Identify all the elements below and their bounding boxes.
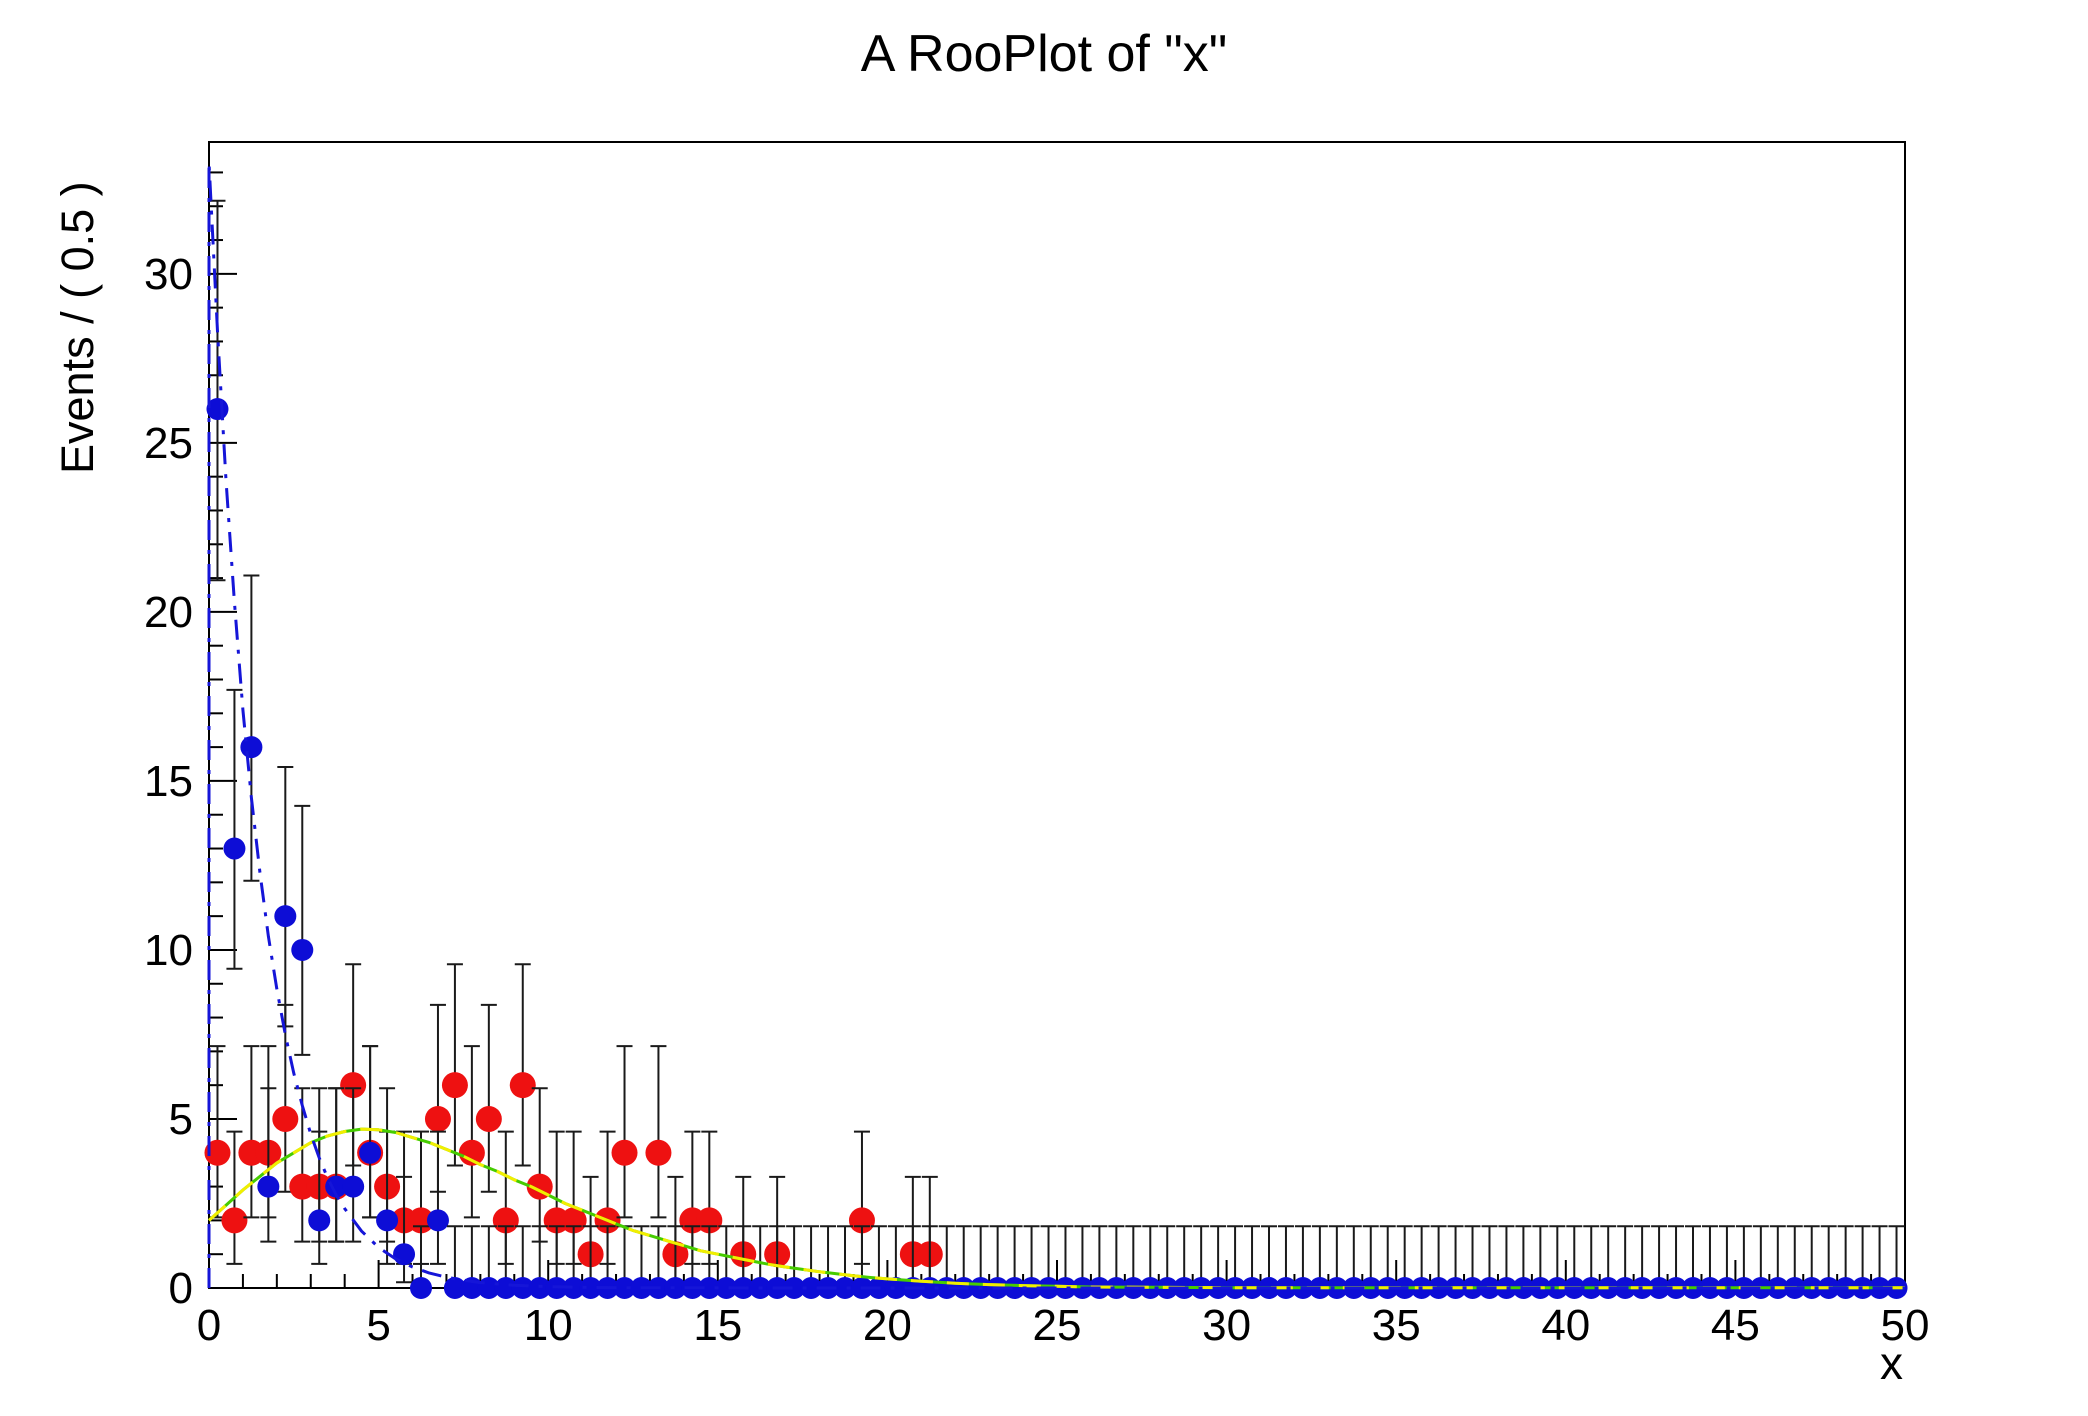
svg-text:30: 30 xyxy=(1202,1301,1251,1350)
svg-text:50: 50 xyxy=(1881,1301,1930,1350)
svg-text:10: 10 xyxy=(144,926,193,975)
svg-text:5: 5 xyxy=(169,1095,193,1144)
svg-text:10: 10 xyxy=(524,1301,573,1350)
svg-text:30: 30 xyxy=(144,250,193,299)
x-axis-title: x xyxy=(1880,1337,1903,1389)
blue-data-points xyxy=(206,199,1908,1299)
svg-text:5: 5 xyxy=(366,1301,390,1350)
svg-text:35: 35 xyxy=(1372,1301,1421,1350)
svg-text:40: 40 xyxy=(1541,1301,1590,1350)
svg-text:15: 15 xyxy=(693,1301,742,1350)
svg-text:25: 25 xyxy=(1033,1301,1082,1350)
blue-model-curve xyxy=(207,160,1905,1290)
svg-text:0: 0 xyxy=(169,1264,193,1313)
svg-text:45: 45 xyxy=(1711,1301,1760,1350)
chart-title: A RooPlot of "x" xyxy=(860,25,1228,83)
svg-text:25: 25 xyxy=(144,419,193,468)
svg-text:20: 20 xyxy=(144,588,193,637)
svg-text:0: 0 xyxy=(197,1301,221,1350)
svg-text:20: 20 xyxy=(863,1301,912,1350)
axis-ticks xyxy=(208,171,1906,1289)
yellow-model-curve xyxy=(208,1127,1905,1290)
tick-labels: 0 5 10 15 20 25 30 35 40 45 50 0 5 10 15 20 25 30 xyxy=(144,250,1929,1350)
svg-text:15: 15 xyxy=(144,757,193,806)
plot-frame xyxy=(208,141,1906,1289)
